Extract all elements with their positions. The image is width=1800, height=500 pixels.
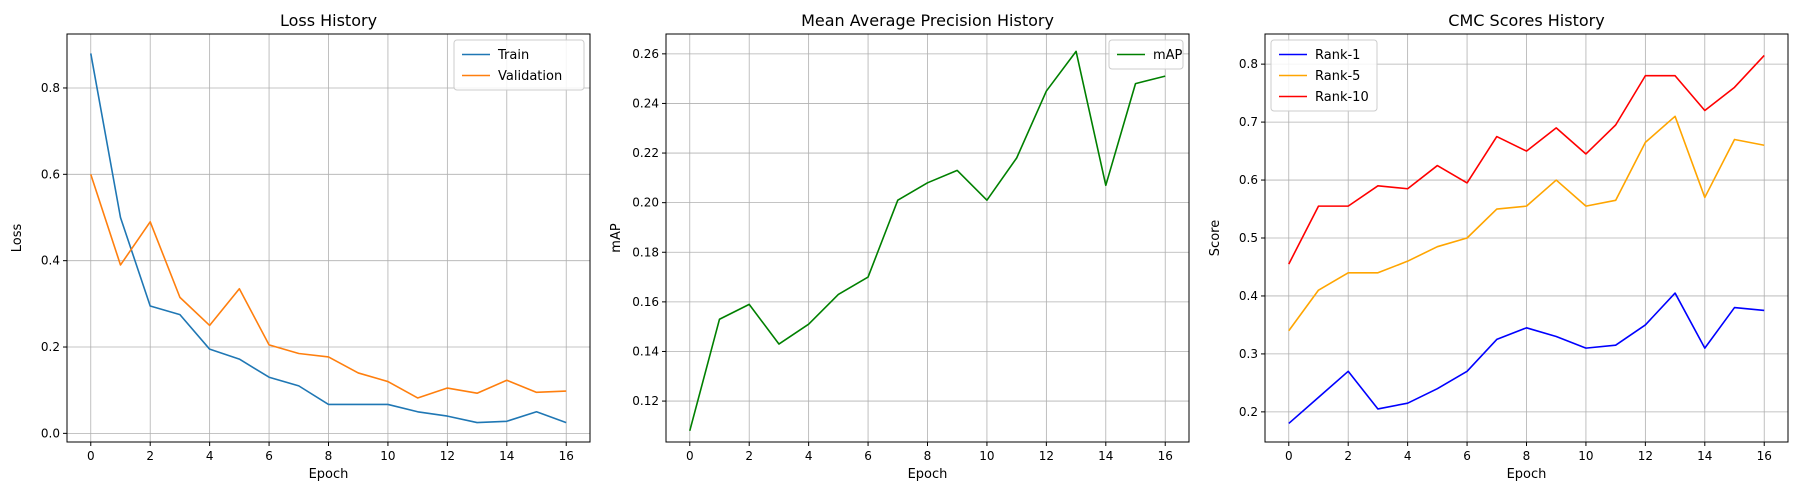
y-tick-label: 0.6: [1239, 173, 1258, 187]
x-tick-label: 2: [745, 449, 753, 463]
series-line-map: [688, 50, 1166, 432]
y-axis-label: Score: [1208, 220, 1223, 256]
x-tick-label: 0: [1285, 449, 1293, 463]
x-tick-label: 10: [979, 449, 994, 463]
legend-label-validation: Validation: [498, 69, 562, 84]
y-tick-label: 0.8: [1239, 57, 1258, 71]
chart-title: Loss History: [280, 11, 377, 30]
x-tick-label: 8: [325, 449, 333, 463]
y-tick-label: 0.6: [41, 167, 60, 181]
y-tick-label: 0.18: [632, 245, 659, 259]
x-tick-label: 10: [380, 449, 395, 463]
y-tick-label: 0.16: [632, 295, 659, 309]
y-tick-label: 0.2: [41, 340, 60, 354]
chart-title: CMC Scores History: [1448, 11, 1604, 30]
y-tick-label: 0.14: [632, 344, 659, 358]
y-axis-label: mAP: [609, 223, 624, 253]
x-tick-label: 10: [1578, 449, 1593, 463]
x-tick-label: 14: [1098, 449, 1113, 463]
subplot-loss-history: 0 2 4 6 8 10 12 14 16 0.0 0.2 0.4 0.6 0.8 Loss History…: [10, 11, 591, 482]
x-tick-label: 8: [924, 449, 932, 463]
y-tick-label: 0.20: [632, 196, 659, 210]
grid: [67, 34, 590, 442]
y-tick-label: 0.2: [1239, 405, 1258, 419]
x-tick-label: 12: [1638, 449, 1653, 463]
x-tick-label: 16: [559, 449, 574, 463]
y-tick-label: 0.8: [41, 81, 60, 95]
subplot-cmc-history: 0 2 4 6 8 10 12 14 16 0.2 0.3 0.4 0.5 0.6 0.7 0.8 CMC Sc…: [1208, 11, 1789, 482]
y-tick-label: 0.5: [1239, 231, 1258, 245]
y-tick-label: 0.22: [632, 146, 659, 160]
y-tick-label: 0.26: [632, 47, 659, 61]
y-tick-label: 0.0: [41, 426, 60, 440]
legend-label-rank-5: Rank-5: [1315, 69, 1360, 84]
grid: [666, 34, 1189, 442]
x-tick-label: 14: [1697, 449, 1712, 463]
legend-box: [1108, 39, 1184, 70]
legend-label-train: Train: [497, 48, 529, 63]
y-tick-label: 0.4: [1239, 289, 1258, 303]
x-tick-label: 14: [499, 449, 514, 463]
legend: Rank-1 Rank-5 Rank-10: [1270, 39, 1378, 112]
y-tick-label: 0.12: [632, 394, 659, 408]
x-tick-label: 2: [1344, 449, 1352, 463]
y-axis-label: Loss: [10, 224, 25, 253]
x-tick-label: 4: [805, 449, 813, 463]
x-tick-label: 6: [864, 449, 872, 463]
legend-label-map: mAP: [1153, 48, 1183, 63]
legend: Train Validation: [453, 39, 585, 91]
y-tick-label: 0.24: [632, 96, 659, 110]
series-line-train: [89, 53, 567, 424]
x-tick-label: 16: [1757, 449, 1772, 463]
x-tick-label: 0: [686, 449, 694, 463]
x-tick-label: 0: [87, 449, 95, 463]
y-tick-label: 0.3: [1239, 347, 1258, 361]
legend: mAP: [1108, 39, 1184, 70]
legend-label-rank-10: Rank-10: [1315, 90, 1369, 105]
legend-box: [453, 39, 585, 91]
x-tick-label: 4: [206, 449, 214, 463]
x-tick-label: 12: [1039, 449, 1054, 463]
chart-title: Mean Average Precision History: [801, 11, 1054, 30]
x-tick-label: 16: [1158, 449, 1173, 463]
x-tick-label: 8: [1523, 449, 1531, 463]
x-tick-label: 2: [146, 449, 154, 463]
legend-label-rank-1: Rank-1: [1315, 48, 1360, 63]
x-axis-label: Epoch: [309, 467, 349, 482]
series-line-rank-1: [1288, 292, 1765, 425]
y-tick-label: 0.7: [1239, 115, 1258, 129]
subplot-map-history: 0 2 4 6 8 10 12 14 16 0.12 0.14 0.16 0.18 0.20 0.22 0.2…: [609, 11, 1190, 482]
x-axis-label: Epoch: [908, 467, 948, 482]
x-tick-label: 6: [265, 449, 273, 463]
x-tick-label: 4: [1404, 449, 1412, 463]
y-tick-label: 0.4: [41, 254, 60, 268]
legend-box: [1270, 39, 1378, 112]
x-tick-label: 12: [440, 449, 455, 463]
series-line-rank-5: [1288, 115, 1765, 332]
series-line-validation: [90, 174, 567, 399]
series-line-rank-10: [1288, 54, 1765, 265]
x-tick-label: 6: [1463, 449, 1471, 463]
x-axis-label: Epoch: [1507, 467, 1547, 482]
